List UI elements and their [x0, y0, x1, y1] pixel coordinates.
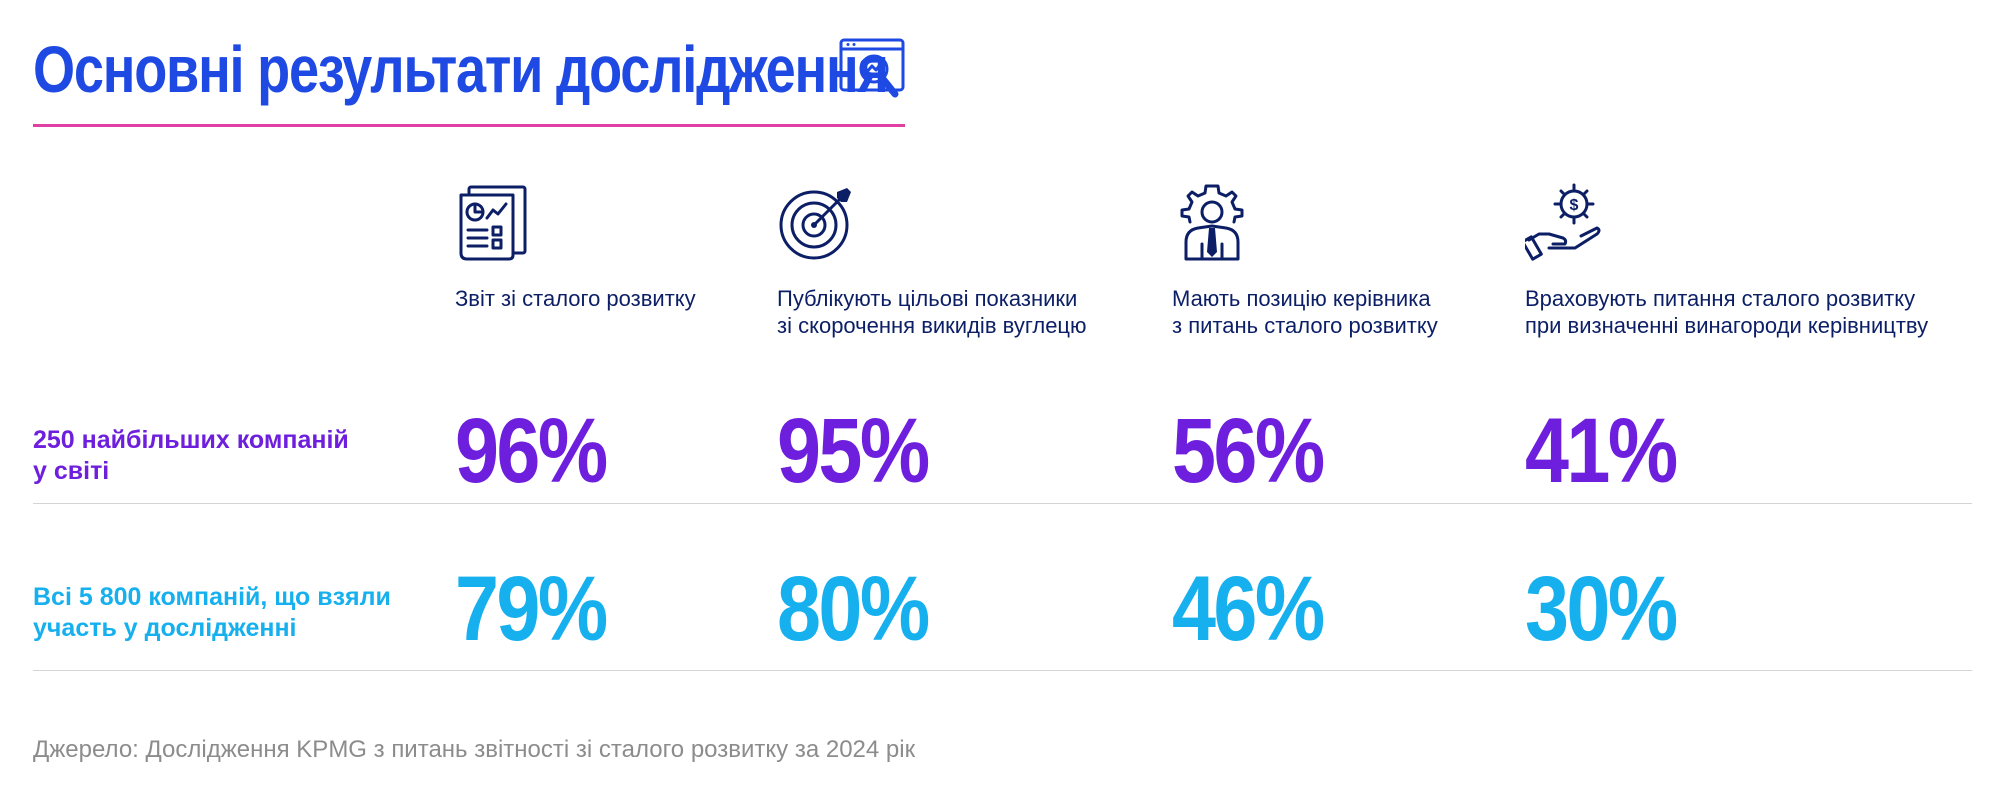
hand-coin-gear-icon: $ [1525, 183, 1601, 261]
column-label-report: Звіт зі сталого розвитку [455, 286, 696, 311]
value-all-executive-remuneration: 30% [1525, 558, 1678, 660]
source-note: Джерело: Дослідження KPMG з питань звітн… [33, 736, 916, 763]
column-label-executive-remuneration: Враховують питання сталого розвитку при … [1525, 286, 1929, 338]
row-divider [33, 670, 1972, 671]
column-label-sustainability-leader: Мають позицію керівника з питань сталого… [1172, 286, 1438, 338]
row-label-all-companies: Всі 5 800 компаній, що взяли участь у до… [33, 583, 391, 642]
chart-magnifier-icon [839, 38, 905, 98]
value-top250-carbon-targets: 95% [777, 400, 930, 502]
value-all-carbon-targets: 80% [777, 558, 930, 660]
svg-text:$: $ [1570, 197, 1579, 214]
column-label-carbon-targets: Публікують цільові показники зі скорочен… [777, 286, 1087, 338]
target-arrow-icon [779, 188, 851, 260]
page-title: Основні результати дослідження [33, 32, 889, 106]
report-document-icon [459, 185, 527, 261]
title-block: Основні результати дослідження [33, 30, 905, 127]
row-divider [33, 503, 1972, 504]
value-all-sustainability-leader: 46% [1172, 558, 1325, 660]
value-top250-report: 96% [455, 400, 608, 502]
value-top250-executive-remuneration: 41% [1525, 400, 1678, 502]
row-label-top-250: 250 найбільших компаній у світі [33, 426, 349, 485]
value-top250-sustainability-leader: 56% [1172, 400, 1325, 502]
manager-gear-icon [1180, 184, 1244, 261]
value-all-report: 79% [455, 558, 608, 660]
